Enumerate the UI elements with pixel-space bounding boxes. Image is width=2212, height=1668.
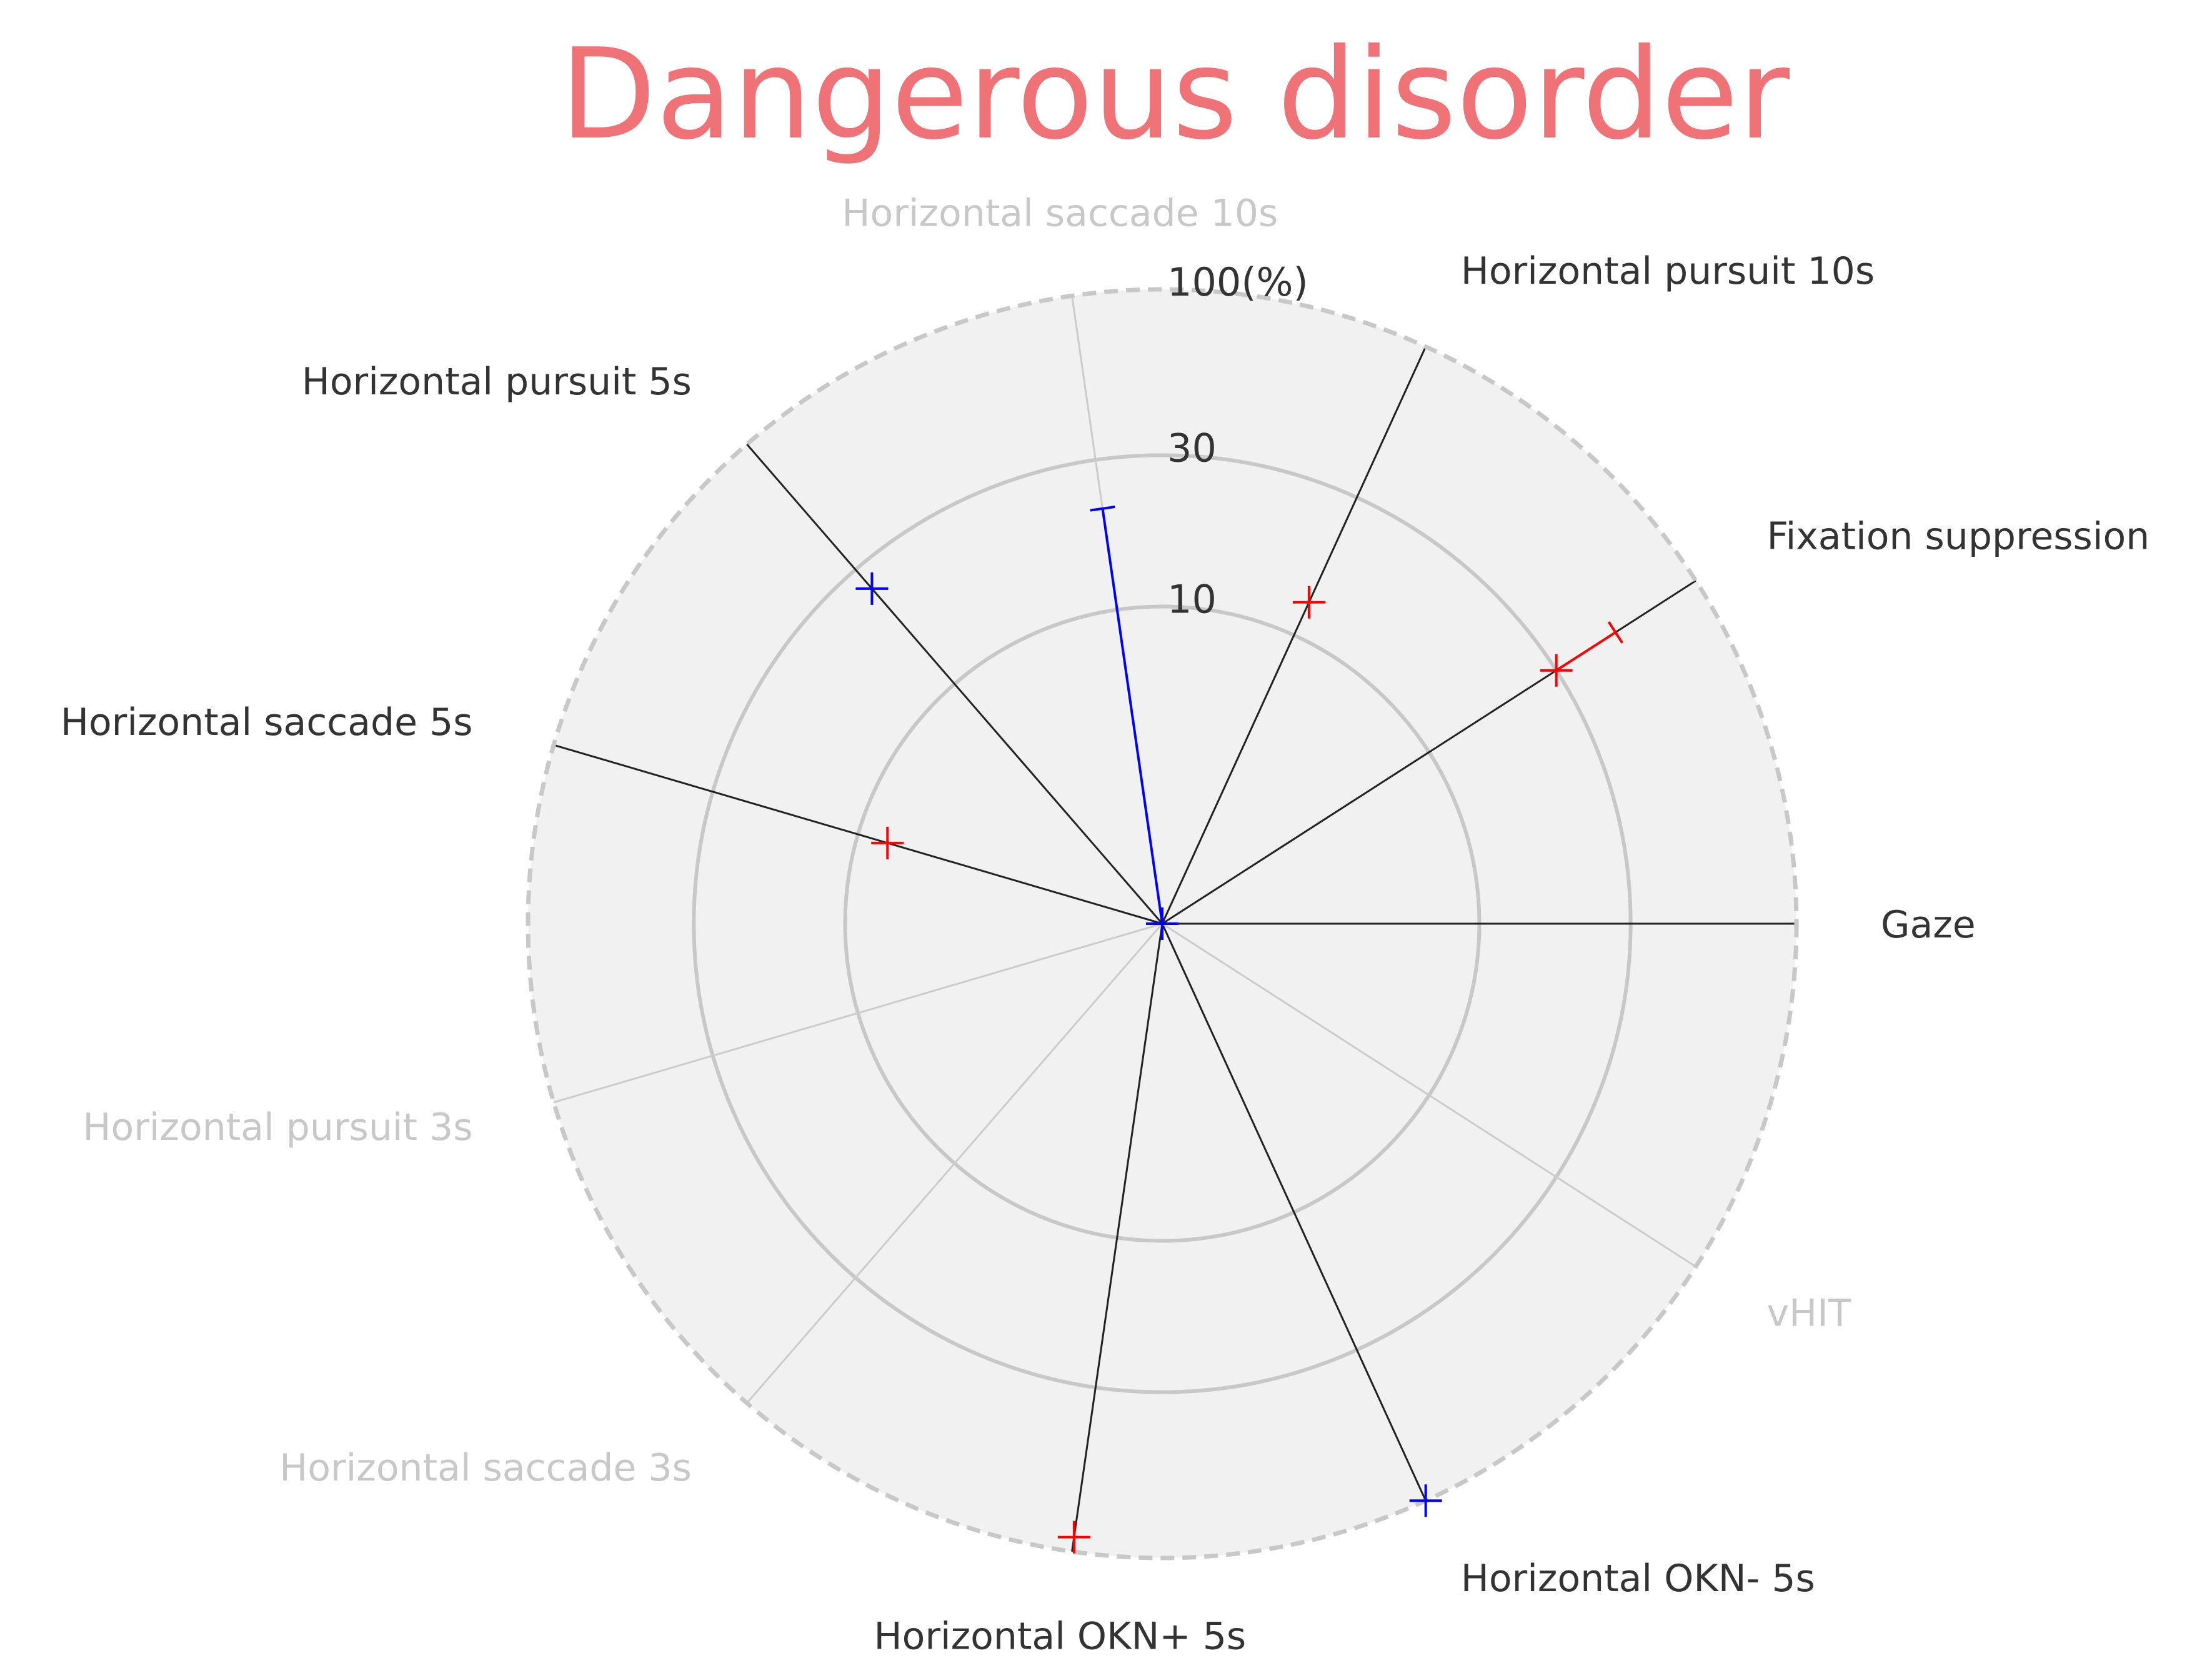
- axis-label-8: Horizontal OKN+ 5s: [874, 1614, 1247, 1658]
- axis-label-4: Horizontal pursuit 5s: [302, 360, 692, 404]
- error-bar-0-0: [1555, 631, 1617, 672]
- spoke-8: [1071, 923, 1163, 1552]
- outer-ring: [526, 287, 1799, 1561]
- axis-label-2: Horizontal pursuit 10s: [1461, 249, 1875, 293]
- axis-label-7: Horizontal saccade 3s: [279, 1446, 692, 1490]
- axis-label-1: Fixation suppression: [1766, 514, 2150, 558]
- plot-area: 10 30 100(%) Gaze Fixation suppression Horizo…: [61, 192, 2150, 1659]
- axis-label-10: vHIT: [1766, 1292, 1851, 1336]
- axis-label-5: Horizontal saccade 5s: [61, 701, 473, 744]
- error-bar-1-2: [1101, 508, 1163, 924]
- axis-label-9: Horizontal OKN- 5s: [1461, 1557, 1815, 1601]
- ring-label-1: 30: [1167, 425, 1217, 471]
- spoke-10: [1162, 922, 1696, 1268]
- spoke-5: [553, 744, 1163, 925]
- ring-label-0: 10: [1167, 577, 1217, 622]
- error-cap-1-2: [1090, 505, 1115, 512]
- spoke-6: [553, 922, 1163, 1104]
- spoke-2: [1161, 346, 1427, 924]
- spoke-9: [1161, 923, 1427, 1501]
- chart-title: Dangerous disorder: [560, 22, 1790, 167]
- axis-label-6: Horizontal pursuit 3s: [82, 1106, 472, 1149]
- axis-label-3: Horizontal saccade 10s: [842, 192, 1278, 236]
- axis-label-0: Gaze: [1881, 903, 1976, 947]
- spoke-4: [746, 443, 1163, 924]
- ring-label-2: 100(%): [1167, 259, 1308, 305]
- spoke-7: [746, 923, 1163, 1404]
- error-cap-0-0: [1607, 621, 1623, 644]
